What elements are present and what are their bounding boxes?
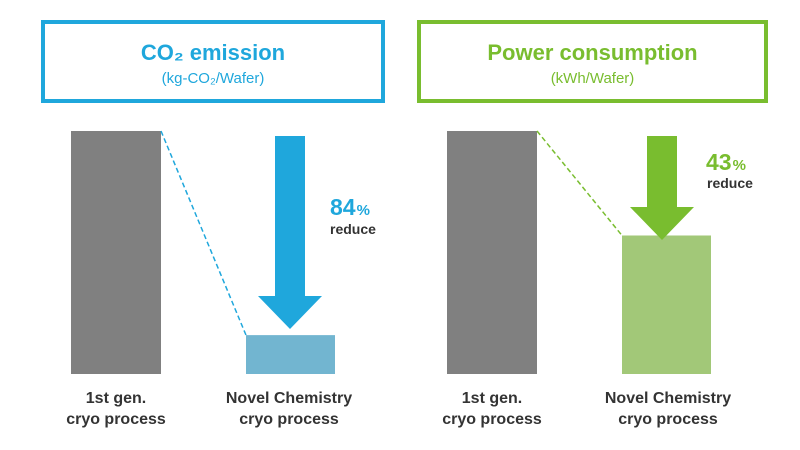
category-label-line: cryo process (618, 411, 718, 428)
reduction-dashed-line (160, 130, 247, 336)
bar-novel-chemistry (622, 235, 711, 374)
co2-reduction-symbol: % (356, 202, 370, 219)
co2-title-box: CO₂ emission (kg-CO₂/Wafer) (41, 20, 385, 103)
co2-chart-unit: (kg-CO₂/Wafer) (161, 70, 265, 87)
category-label-line: cryo process (239, 411, 339, 428)
co2-reduce-label: reduce (330, 221, 376, 237)
category-label-line: cryo process (66, 411, 166, 428)
co2-category-label-novel: Novel Chemistry cryo process (209, 388, 369, 430)
power-reduction-symbol: % (732, 157, 746, 174)
bar-1st-gen (447, 131, 537, 374)
power-consumption-chart: Power consumption (kWh/Wafer) 43% reduce… (400, 0, 800, 450)
power-category-label-1st-gen: 1st gen. cryo process (412, 388, 572, 430)
power-title-box: Power consumption (kWh/Wafer) (417, 20, 768, 103)
power-reduction-value: 43 (706, 149, 732, 175)
co2-category-label-1st-gen: 1st gen. cryo process (36, 388, 196, 430)
reduction-down-arrow-icon (630, 136, 694, 240)
category-label-line: Novel Chemistry (225, 390, 353, 407)
power-category-label-novel: Novel Chemistry cryo process (588, 388, 748, 430)
category-label-line: cryo process (442, 411, 542, 428)
bar-novel-chemistry (246, 335, 335, 374)
category-label-line: 1st gen. (85, 390, 147, 407)
co2-reduction-percent: 84% (330, 196, 370, 219)
category-label-line: Novel Chemistry (604, 390, 732, 407)
power-reduction-percent: 43% (706, 151, 746, 174)
category-label-line: 1st gen. (461, 390, 523, 407)
bar-1st-gen (71, 131, 161, 374)
reduction-dashed-line (536, 130, 623, 236)
co2-chart-canvas (71, 130, 335, 374)
power-reduce-label: reduce (707, 175, 753, 191)
co2-reduction-value: 84 (330, 194, 356, 220)
power-chart-canvas (447, 130, 711, 374)
reduction-down-arrow-icon (258, 136, 322, 329)
co2-emission-chart: CO₂ emission (kg-CO₂/Wafer) 84% reduce 1… (36, 20, 385, 430)
co2-chart-title: CO₂ emission (140, 40, 286, 65)
power-chart-unit: (kWh/Wafer) (550, 70, 635, 87)
power-chart-title: Power consumption (487, 40, 698, 65)
